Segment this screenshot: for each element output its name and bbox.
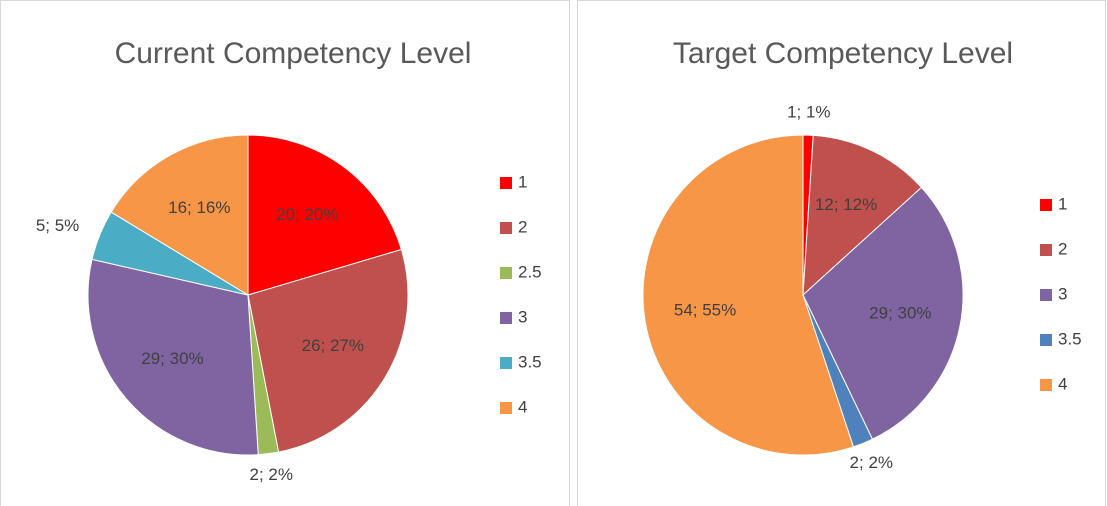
legend-swatch: [500, 312, 512, 324]
legend-swatch: [1040, 289, 1052, 301]
legend-swatch: [500, 222, 512, 234]
legend-label: 3.5: [518, 352, 542, 371]
pie-slice: [802, 186, 964, 440]
data-label: 1; 1%: [787, 103, 830, 122]
legend-swatch: [500, 177, 512, 189]
legend-swatch: [1040, 199, 1052, 211]
pie-slice: [802, 134, 923, 297]
pie-slice: [247, 248, 409, 453]
pie-slice: [642, 134, 855, 456]
pie-slice: [247, 134, 403, 296]
legend-label: 2: [518, 217, 527, 236]
data-label: 2; 2%: [250, 465, 293, 484]
legend-swatch: [1040, 244, 1052, 256]
legend-swatch: [500, 402, 512, 414]
data-label: 29; 30%: [141, 349, 203, 368]
legend-label: 4: [1058, 374, 1067, 393]
data-label: 2; 2%: [850, 453, 893, 472]
data-label: 16; 16%: [168, 198, 230, 217]
legend-swatch: [500, 267, 512, 279]
legend-swatch: [500, 357, 512, 369]
legend-swatch: [1040, 379, 1052, 391]
legend-label: 2: [1058, 239, 1067, 258]
data-label: 20; 20%: [276, 205, 338, 224]
legend-label: 1: [1058, 194, 1067, 213]
data-label: 26; 27%: [302, 336, 364, 355]
legend-label: 1: [518, 172, 527, 191]
legend-label: 3: [518, 307, 527, 326]
data-label: 54; 55%: [674, 300, 736, 319]
legend-swatch: [1040, 334, 1052, 346]
data-label: 12; 12%: [815, 195, 877, 214]
chart-title: Target Competency Level: [673, 37, 1013, 70]
legend-label: 3.5: [1058, 329, 1082, 348]
pie-slice: [87, 258, 259, 456]
data-label: 29; 30%: [869, 303, 931, 322]
legend-label: 2.5: [518, 262, 542, 281]
legend-label: 3: [1058, 284, 1067, 303]
data-label: 5; 5%: [36, 216, 79, 235]
legend-label: 4: [518, 397, 527, 416]
chart-title: Current Competency Level: [115, 37, 472, 70]
pie-slice: [110, 134, 249, 296]
